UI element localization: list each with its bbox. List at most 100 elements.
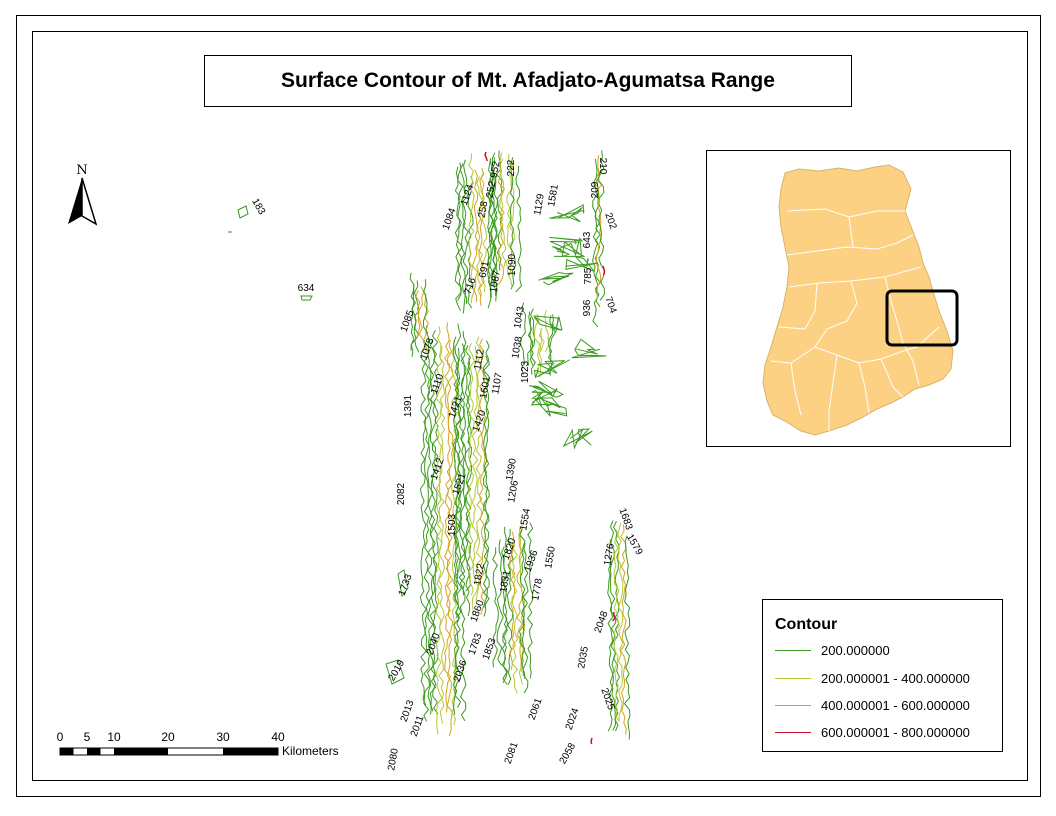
contour-value-label: 202 <box>602 211 618 231</box>
study-area-highlight <box>885 289 959 347</box>
legend-swatch <box>775 704 811 706</box>
contour-line <box>562 427 593 450</box>
contour-value-label: 936 <box>582 299 593 316</box>
scale-bar-graphic <box>59 747 279 756</box>
contour-line <box>458 343 466 596</box>
contour-value-label: 1554 <box>518 507 533 531</box>
north-arrow-icon: N <box>68 163 98 226</box>
contour-line <box>530 389 558 407</box>
contour-line <box>565 255 598 273</box>
contour-line <box>549 314 556 363</box>
contour-value-label: 1831 <box>498 569 513 593</box>
contour-line <box>538 271 574 286</box>
contour-line <box>497 152 505 285</box>
contour-line <box>528 380 564 398</box>
contour-value-label: 209 <box>590 181 601 198</box>
map-outer-frame <box>16 15 1041 797</box>
contour-line <box>385 659 405 685</box>
contour-value-label: 222 <box>506 159 517 176</box>
contour-value-label: 252 <box>485 180 499 199</box>
scale-bar: 0 5 10 20 30 40 Kilometers <box>56 730 356 766</box>
contour-line <box>413 280 420 353</box>
contour-line <box>515 165 523 293</box>
contour-line <box>475 336 483 601</box>
region-boundaries <box>770 208 940 431</box>
legend-item: 200.000001 - 400.000000 <box>775 668 970 688</box>
contour-line <box>492 547 499 668</box>
contour-line <box>533 315 563 333</box>
contour-line <box>471 169 479 302</box>
contour-line <box>612 611 616 622</box>
contour-value-label: 1206 <box>506 479 521 503</box>
scale-tick-label: 30 <box>216 730 230 744</box>
contour-line <box>496 539 504 666</box>
contour-value-label: 1129 <box>532 193 547 217</box>
contour-value-label: 2080 <box>386 747 401 771</box>
contour-line <box>499 158 507 267</box>
legend-swatch <box>775 731 811 733</box>
contour-line <box>521 542 529 694</box>
contour-line <box>501 546 508 685</box>
contour-value-label: 1412 <box>429 456 447 481</box>
legend-label: 600.000001 - 800.000000 <box>821 724 970 740</box>
contour-line <box>410 284 417 357</box>
contour-value-label: 1733 <box>397 572 415 597</box>
map-inner-frame <box>32 31 1028 781</box>
contour-value-label: 1579 <box>624 532 645 557</box>
legend-item: 400.000001 - 600.000000 <box>775 695 970 715</box>
contour-value-label: 1778 <box>530 577 545 601</box>
contour-value-label: 634 <box>298 283 315 294</box>
contour-line <box>480 171 488 292</box>
contour-line <box>446 339 454 736</box>
legend-label: 200.000000 <box>821 642 890 658</box>
contour-line <box>518 528 526 680</box>
legend-label: 400.000001 - 600.000000 <box>821 697 970 713</box>
contour-line <box>509 157 517 290</box>
scale-tick-label: 5 <box>83 730 91 744</box>
contour-value-label: 1860 <box>469 598 487 623</box>
contour-line <box>516 527 524 672</box>
contour-value-label: 691 <box>478 260 492 279</box>
scale-tick-label: 40 <box>271 730 285 744</box>
contour-value-label: 1107 <box>490 372 505 396</box>
contour-value-label: 2082 <box>396 482 407 505</box>
contour-value-label: 2011 <box>409 714 427 738</box>
contour-line <box>482 340 490 617</box>
contour-line <box>461 159 469 304</box>
contour-line <box>397 569 409 598</box>
scale-unit-label: Kilometers <box>282 744 339 758</box>
contour-line <box>423 325 431 722</box>
contour-line <box>459 330 467 722</box>
contour-line <box>607 539 614 732</box>
contour-value-label: 704 <box>602 295 618 315</box>
scale-tick-label: 20 <box>161 730 175 744</box>
contour-line <box>490 157 498 302</box>
contour-line <box>533 396 568 417</box>
contour-line <box>590 737 593 745</box>
contour-line <box>526 522 534 679</box>
contour-line <box>237 205 249 219</box>
inset-map-svg <box>762 164 959 436</box>
contour-line <box>520 302 527 375</box>
contour-value-label: 1090 <box>507 253 518 276</box>
contour-value-label: 2058 <box>558 741 579 766</box>
legend-item: 600.000001 - 800.000000 <box>775 722 970 742</box>
contour-line <box>602 265 606 276</box>
contour-value-label: 1521 <box>451 471 469 496</box>
contour-value-label: 1601 <box>478 375 493 399</box>
contour-value-label: 1043 <box>512 305 527 329</box>
legend-label: 200.000001 - 400.000000 <box>821 670 970 686</box>
contour-value-label: 1078 <box>419 336 437 361</box>
contour-line <box>511 543 519 694</box>
contour-line <box>538 329 545 378</box>
contour-line <box>417 285 425 341</box>
contour-line <box>620 524 627 735</box>
contour-line <box>530 308 536 375</box>
contour-line <box>422 279 429 334</box>
legend-swatch <box>775 649 811 651</box>
contour-value-label: 1112 <box>472 348 487 371</box>
contour-value-label: 258 <box>477 200 491 219</box>
contour-line <box>422 293 429 354</box>
contour-line <box>550 240 585 258</box>
contour-value-label: 2035 <box>576 645 591 669</box>
